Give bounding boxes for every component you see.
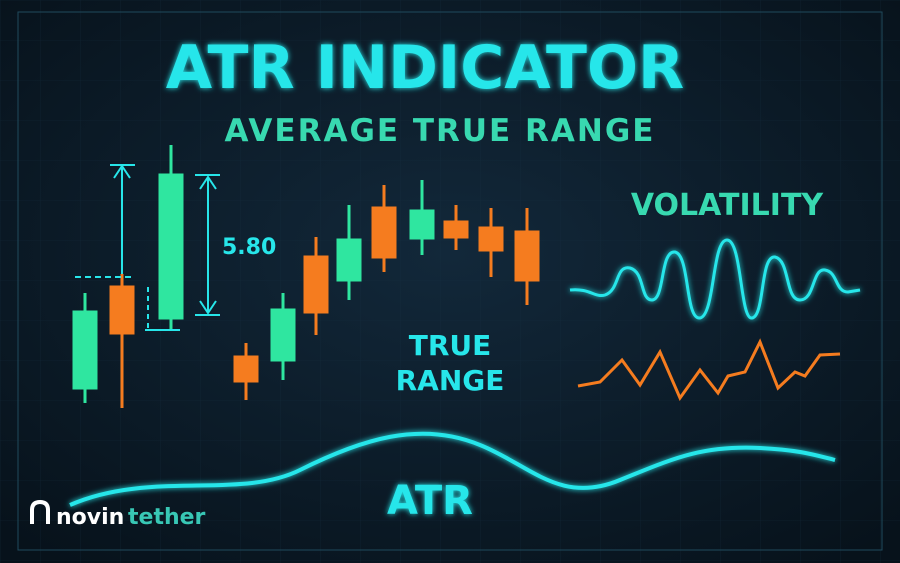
volatility-wave: [569, 238, 861, 320]
volatility-label: VOLATILITY: [631, 188, 825, 223]
subtitle: AVERAGE TRUE RANGE: [225, 113, 656, 149]
logo: novin tether: [30, 499, 206, 530]
atr-label: ATR: [387, 478, 473, 524]
logo-text: novin: [56, 505, 124, 530]
true-range-label: RANGE: [396, 364, 505, 397]
candles: [72, 145, 540, 408]
logo-text: tether: [128, 505, 206, 530]
atr-line: [69, 431, 836, 507]
range-markers: [75, 164, 220, 331]
title: ATR INDICATOR: [166, 33, 684, 103]
true-range-label: TRUE: [409, 329, 492, 362]
price-zigzag: [577, 338, 841, 402]
range-value: 5.80: [222, 235, 276, 260]
frame: [17, 11, 883, 551]
